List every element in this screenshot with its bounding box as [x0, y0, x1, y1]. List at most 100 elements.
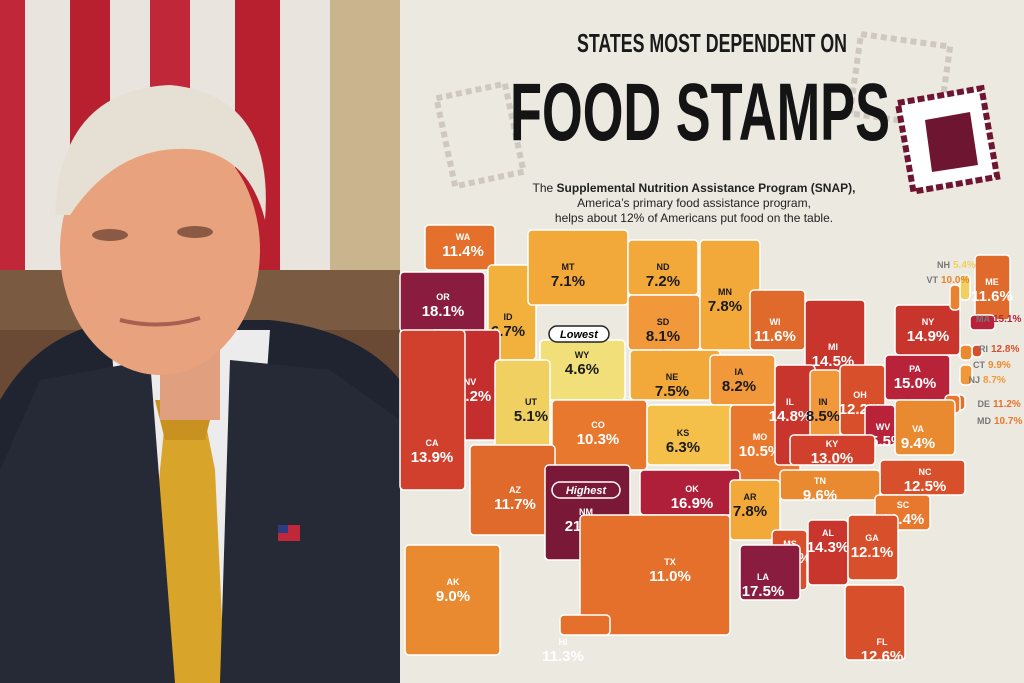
subtitle-program: Supplemental Nutrition Assistance Progra… [557, 181, 856, 195]
state-abbr: MI [828, 342, 838, 352]
state-value: 16.9% [671, 495, 714, 512]
state-value: 5.4% [953, 260, 976, 271]
state-value: 8.7% [983, 375, 1006, 386]
state-abbr: NJ [968, 375, 980, 385]
title-line2: FOOD STAMPS [510, 67, 890, 158]
state-abbr: NC [919, 467, 932, 477]
state-value: 10.7% [994, 416, 1022, 427]
state-shape [959, 344, 973, 361]
state-value: 15.1% [993, 314, 1021, 325]
state-abbr: TX [664, 557, 676, 567]
state-shape [424, 224, 496, 271]
state-abbr: MN [718, 287, 732, 297]
state-abbr: IL [786, 397, 795, 407]
state-abbr: MO [753, 432, 768, 442]
state-shape [847, 514, 899, 581]
state-abbr: NV [464, 377, 477, 387]
state-value: 15.0% [894, 375, 937, 392]
state-abbr: LA [757, 572, 769, 582]
state-value: 8.1% [646, 328, 680, 345]
state-shape [959, 364, 973, 386]
state-value: 9.4% [901, 435, 935, 452]
state-abbr: NE [666, 372, 679, 382]
state-abbr: MS [783, 539, 797, 549]
state-value: 10.5% [739, 443, 782, 460]
state-abbr: MA [976, 314, 990, 324]
state-abbr: KY [826, 439, 839, 449]
state-abbr: HI [559, 637, 568, 647]
subtitle-line3: helps about 12% of Americans put food on… [555, 211, 833, 225]
state-abbr: ME [985, 277, 999, 287]
state-abbr: UT [525, 397, 537, 407]
state-abbr: WI [770, 317, 781, 327]
state-abbr: AR [744, 492, 757, 502]
state-abbr: IN [819, 397, 828, 407]
state-shape [646, 404, 738, 466]
state-shape [789, 434, 876, 466]
state-value: 10.0% [941, 275, 969, 286]
state-abbr: AZ [509, 485, 521, 495]
state-value: 8.2% [722, 378, 756, 395]
state-value: 7.8% [733, 503, 767, 520]
state-abbr: DE [977, 399, 990, 409]
state-value: 13.9% [411, 449, 454, 466]
state-shape [399, 329, 466, 491]
state-abbr: OK [685, 484, 699, 494]
state-abbr: CT [973, 360, 985, 370]
state-value: 11.0% [649, 568, 691, 585]
state-abbr: RI [979, 344, 988, 354]
state-abbr: NY [922, 317, 935, 327]
state-shape [969, 314, 996, 331]
state-value: 11.2% [993, 399, 1021, 410]
state-value: 12.8% [991, 344, 1019, 355]
state-abbr: NH [937, 260, 950, 270]
subtitle-line1: The Supplemental Nutrition Assistance Pr… [533, 181, 856, 195]
state-shape [579, 514, 731, 636]
badge-lowest-text: Lowest [560, 329, 599, 341]
state-abbr: SC [897, 500, 910, 510]
state-value: 13.0% [811, 450, 854, 467]
state-value: 18.1% [422, 303, 465, 320]
badge-highest-text: Highest [566, 485, 608, 497]
state-abbr: KS [677, 428, 690, 438]
title-line1: STATES MOST DEPENDENT ON [577, 28, 847, 58]
subtitle-line2: America’s primary food assistance progra… [577, 196, 811, 210]
state-shape [729, 479, 781, 541]
state-abbr: OH [853, 390, 867, 400]
state-value: 11.3% [542, 648, 584, 665]
state-value: 9.6% [803, 487, 837, 504]
state-value: 14.3% [807, 539, 850, 556]
state-value: 14.9% [907, 328, 950, 345]
state-value: 7.1% [551, 273, 585, 290]
state-value: 7.8% [708, 298, 742, 315]
state-abbr: WV [876, 422, 891, 432]
state-value: 9.9% [988, 360, 1011, 371]
state-value: 11.7% [494, 496, 536, 513]
badge-highest: Highest [551, 481, 621, 499]
state-abbr: FL [877, 637, 888, 647]
state-abbr: WY [575, 350, 590, 360]
state-abbr: NM [579, 507, 593, 517]
state-value: 12.6% [861, 648, 904, 665]
state-abbr: VT [926, 275, 938, 285]
state-abbr: GA [865, 533, 879, 543]
state-value: 7.5% [655, 383, 689, 400]
state-value: 12.5% [904, 478, 947, 495]
state-abbr: MT [562, 262, 575, 272]
state-value: 5.1% [514, 408, 548, 425]
state-abbr: CO [591, 420, 605, 430]
state-shape [949, 284, 961, 311]
state-value: 17.5% [742, 583, 785, 600]
state-value: 11.4% [442, 243, 484, 260]
state-value: 14.8% [769, 408, 812, 425]
state-value: 10.3% [577, 431, 620, 448]
state-abbr: IA [735, 367, 745, 377]
state-shape [559, 614, 611, 636]
state-abbr: VA [912, 424, 924, 434]
state-shape [404, 544, 501, 656]
state-shape [894, 304, 961, 356]
state-shape [527, 229, 629, 306]
state-value: 7.2% [646, 273, 680, 290]
